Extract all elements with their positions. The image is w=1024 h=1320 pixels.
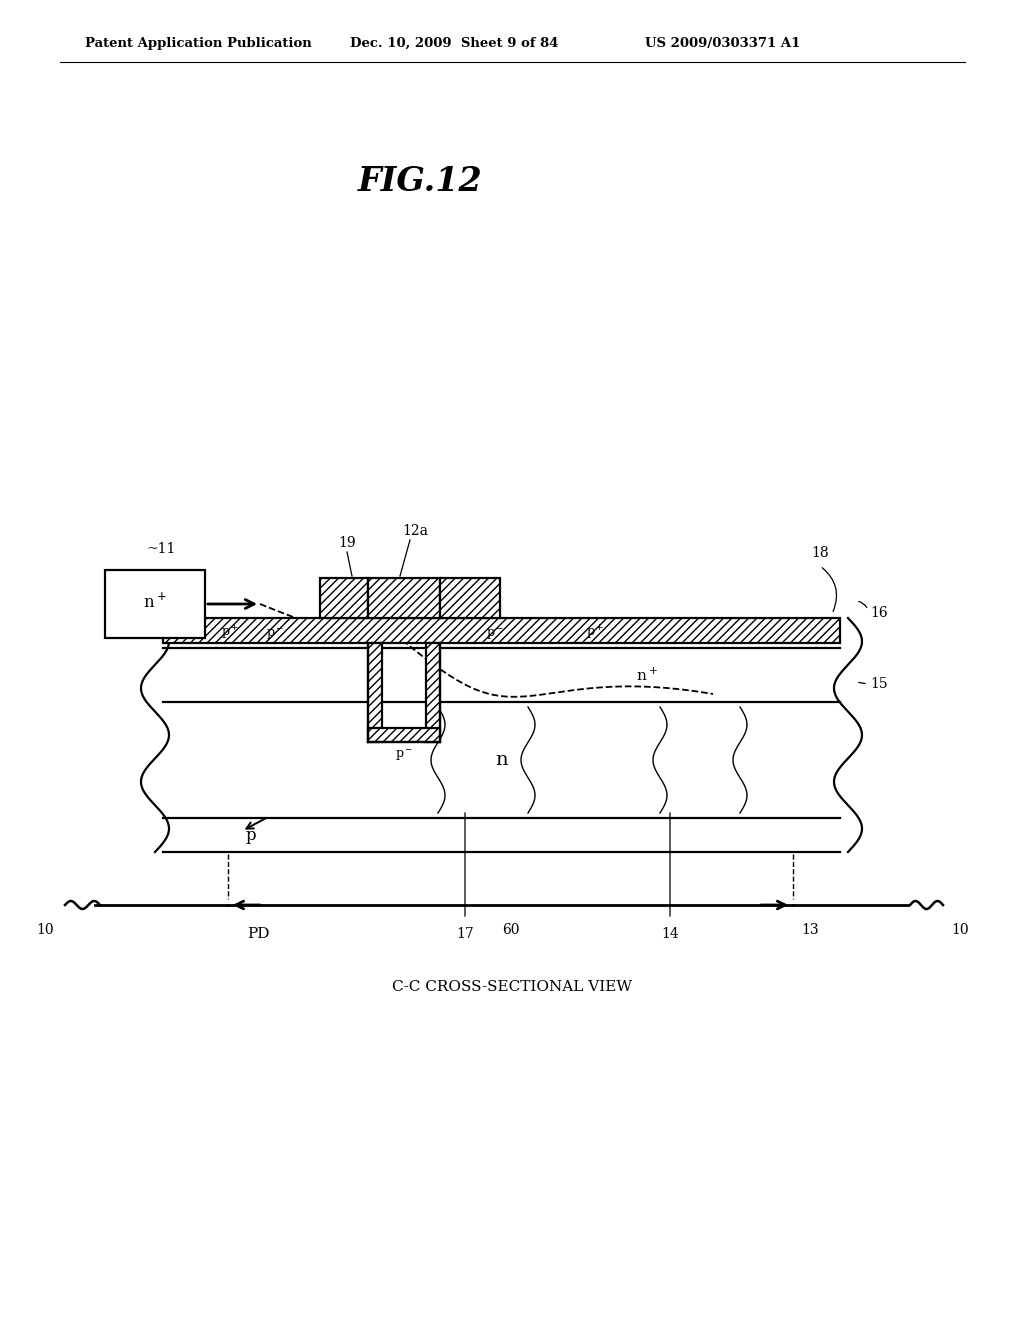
Text: 10: 10 <box>36 923 54 937</box>
Text: p: p <box>246 826 257 843</box>
Text: C-C CROSS-SECTIONAL VIEW: C-C CROSS-SECTIONAL VIEW <box>392 979 632 994</box>
Text: p$^-$: p$^-$ <box>395 748 413 763</box>
Text: R$_1$: R$_1$ <box>134 589 152 607</box>
Text: 19: 19 <box>338 536 355 550</box>
Bar <box>163 618 840 643</box>
Text: n: n <box>496 751 508 770</box>
Text: p$^+$: p$^+$ <box>586 624 604 642</box>
Text: 15: 15 <box>870 677 888 690</box>
Text: p$^-$: p$^-$ <box>266 627 284 642</box>
Bar <box>368 643 382 742</box>
Text: 14: 14 <box>662 927 679 941</box>
Text: 18: 18 <box>811 546 828 560</box>
Bar <box>426 643 440 742</box>
Text: FIG.12: FIG.12 <box>357 165 482 198</box>
Text: 12a: 12a <box>402 524 428 539</box>
Text: 16: 16 <box>870 606 888 620</box>
Text: p$^-$: p$^-$ <box>486 627 504 642</box>
Text: 17: 17 <box>456 927 474 941</box>
Text: p$^+$: p$^+$ <box>221 624 239 642</box>
Bar <box>368 729 440 742</box>
Bar <box>105 570 205 638</box>
Text: US 2009/0303371 A1: US 2009/0303371 A1 <box>645 37 801 50</box>
Bar <box>440 578 500 618</box>
Text: Patent Application Publication: Patent Application Publication <box>85 37 311 50</box>
Text: 60: 60 <box>502 923 519 937</box>
Text: Dec. 10, 2009  Sheet 9 of 84: Dec. 10, 2009 Sheet 9 of 84 <box>350 37 558 50</box>
Bar <box>319 578 368 618</box>
Text: 10: 10 <box>951 923 969 937</box>
Text: n$^+$: n$^+$ <box>143 593 167 611</box>
Text: 13: 13 <box>801 923 818 937</box>
Text: ~11: ~11 <box>147 543 176 556</box>
Text: n$^+$: n$^+$ <box>636 667 657 684</box>
Bar <box>368 578 440 618</box>
Text: PD: PD <box>247 927 269 941</box>
